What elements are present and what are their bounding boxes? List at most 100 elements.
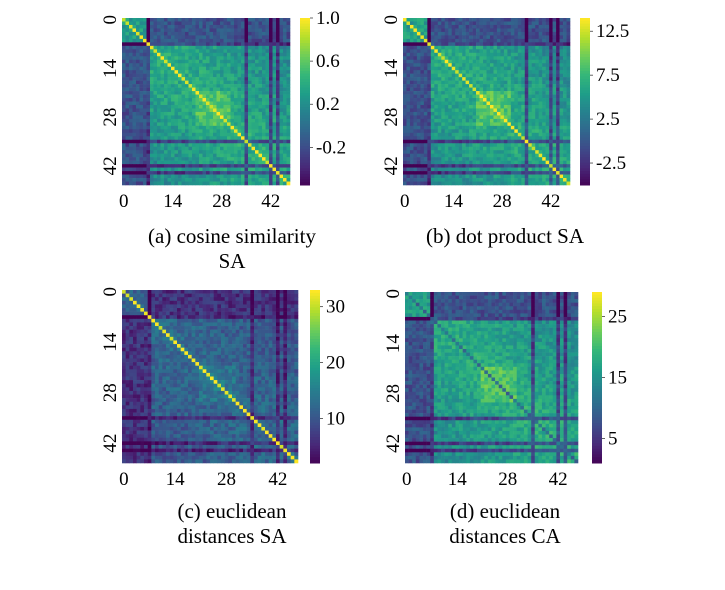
heatmap-cell <box>125 171 130 175</box>
heatmap-cell <box>216 52 221 57</box>
heatmap-cell <box>241 49 245 54</box>
heatmap-cell <box>469 84 473 88</box>
heatmap-cell <box>167 42 172 47</box>
heatmap-cell <box>206 59 210 64</box>
heatmap-cell <box>514 178 519 182</box>
heatmap-cell <box>199 45 203 50</box>
heatmap-cell <box>465 171 470 175</box>
heatmap-cell <box>549 31 553 36</box>
heatmap-cell <box>493 52 498 57</box>
heatmap-cell <box>199 18 203 22</box>
heatmap-cell <box>143 181 147 186</box>
heatmap-cell <box>283 146 287 151</box>
heatmap-cell <box>409 122 414 127</box>
heatmap-cell <box>265 31 270 36</box>
heatmap-cell <box>160 45 165 50</box>
heatmap-cell <box>503 38 508 43</box>
heatmap-cell <box>209 35 214 40</box>
heatmap-cell <box>427 146 432 151</box>
heatmap-cell <box>455 56 459 61</box>
heatmap-cell <box>192 80 196 85</box>
heatmap-cell <box>160 42 165 47</box>
heatmap-cell <box>479 38 484 43</box>
heatmap-cell <box>472 59 477 64</box>
heatmap-cell <box>169 304 174 309</box>
heatmap-cell <box>437 160 442 165</box>
heatmap-cell <box>195 101 200 106</box>
heatmap-cell <box>234 101 238 106</box>
heatmap-cell <box>535 91 539 95</box>
heatmap-cell <box>521 84 526 88</box>
heatmap-cell <box>496 52 501 57</box>
heatmap-cell <box>129 104 133 109</box>
heatmap-cell <box>430 143 435 148</box>
heatmap-cell <box>283 35 287 40</box>
heatmap-cell <box>213 150 217 154</box>
heatmap-cell <box>146 35 151 40</box>
heatmap-cell <box>185 171 189 175</box>
heatmap-cell <box>476 84 480 88</box>
heatmap-cell <box>542 80 546 85</box>
heatmap-cell <box>230 84 235 88</box>
heatmap-cell <box>496 87 501 92</box>
heatmap-cell <box>437 167 442 172</box>
heatmap-cell <box>258 42 263 47</box>
heatmap-cell <box>406 111 411 116</box>
heatmap-cell <box>143 157 147 161</box>
heatmap-cell <box>234 31 238 36</box>
heatmap-cell <box>178 59 182 64</box>
heatmap-cell <box>272 167 277 172</box>
heatmap-cell <box>262 136 266 141</box>
heatmap-cell <box>455 101 459 106</box>
heatmap-cell <box>420 115 425 120</box>
heatmap-cell <box>157 178 161 182</box>
heatmap-cell <box>132 49 137 54</box>
heatmap-cell <box>493 171 498 175</box>
heatmap-cell <box>244 45 249 50</box>
heatmap-cell <box>129 66 133 71</box>
heatmap-cell <box>174 146 179 151</box>
heatmap-cell <box>521 80 526 85</box>
heatmap-cell <box>430 52 435 57</box>
heatmap-cell <box>251 42 256 47</box>
heatmap-cell <box>476 91 480 95</box>
heatmap-cell <box>248 150 252 154</box>
heatmap-cell <box>524 28 529 33</box>
heatmap-cell <box>455 136 459 141</box>
heatmap-cell <box>510 31 515 36</box>
heatmap-cell <box>230 178 235 182</box>
heatmap-cell <box>202 115 207 120</box>
heatmap-cell <box>132 56 137 61</box>
heatmap-cell <box>500 164 505 168</box>
heatmap-cell <box>531 42 536 47</box>
heatmap-cell <box>444 118 449 123</box>
heatmap-cell <box>192 129 196 134</box>
heatmap-cell <box>248 171 252 175</box>
heatmap-cell <box>216 18 221 22</box>
heatmap-cell <box>462 150 466 154</box>
heatmap-cell <box>469 167 473 172</box>
heatmap-cell <box>136 111 140 116</box>
heatmap-cell <box>286 153 291 158</box>
heatmap-cell <box>542 125 546 130</box>
heatmap-cell <box>500 174 505 179</box>
heatmap-cell <box>538 115 543 120</box>
heatmap-cell <box>268 293 273 298</box>
heatmap-cell <box>441 122 446 127</box>
heatmap-cell <box>430 59 435 64</box>
heatmap-cell <box>234 174 238 179</box>
colorbar-segment <box>580 104 590 108</box>
heatmap-cell <box>234 94 238 99</box>
heatmap-cell <box>441 129 446 134</box>
heatmap-cell <box>496 35 501 40</box>
heatmap-cell <box>545 157 550 161</box>
heatmap-cell <box>430 146 435 151</box>
heatmap-cell <box>472 21 477 26</box>
heatmap-cell <box>202 300 207 305</box>
heatmap-cell <box>283 66 287 71</box>
heatmap-cell <box>262 73 266 78</box>
heatmap-cell <box>258 77 263 81</box>
heatmap-cell <box>472 171 477 175</box>
heatmap-cell <box>545 153 550 158</box>
heatmap-cell <box>538 171 543 175</box>
